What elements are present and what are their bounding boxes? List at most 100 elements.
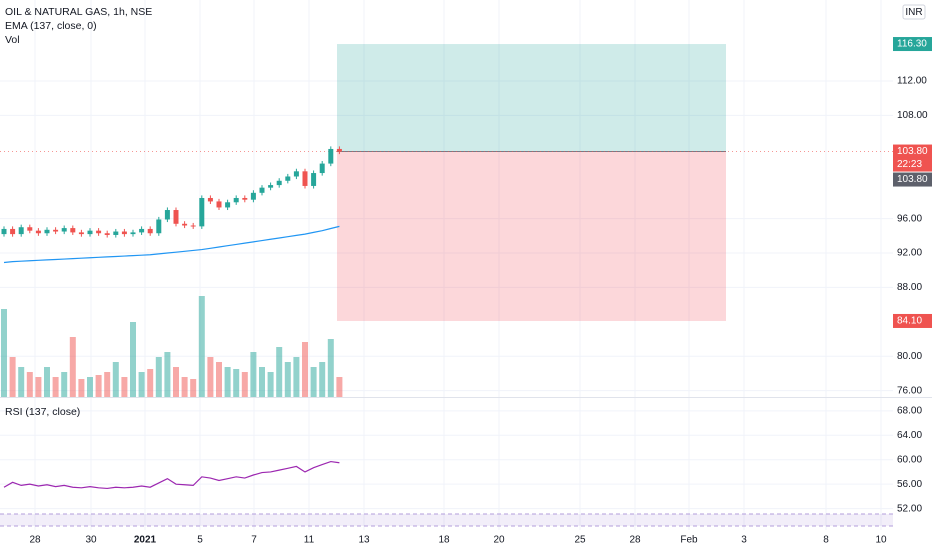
currency-label[interactable]: INR: [905, 7, 922, 18]
x-tick-label: 11: [304, 535, 315, 546]
target-label: 116.30: [897, 39, 927, 50]
candle-body: [276, 180, 282, 186]
stop-label: 84.10: [897, 316, 922, 327]
candle-body: [336, 148, 342, 152]
candle-body: [35, 230, 41, 234]
candle-body: [27, 227, 33, 231]
candle-body: [156, 219, 162, 234]
volume-bar: [310, 367, 317, 397]
y-tick-label: 112.00: [897, 76, 927, 87]
volume-bar: [181, 377, 188, 397]
rsi-tick-label: 52.00: [897, 503, 922, 514]
candle-body: [1, 228, 7, 235]
candle-body: [225, 202, 231, 208]
volume-bar: [95, 375, 102, 397]
candle-body: [53, 229, 59, 232]
candle-body: [268, 185, 274, 188]
candle-body: [207, 197, 213, 202]
x-tick-label: 3: [741, 535, 747, 546]
volume-bar: [224, 367, 231, 397]
volume-bar: [138, 372, 145, 397]
x-tick-label: 25: [574, 535, 586, 546]
candle-body: [10, 228, 16, 235]
candle-body: [61, 228, 67, 232]
volume-bar: [69, 337, 76, 397]
x-tick-label: 10: [875, 535, 887, 546]
symbol-title: OIL & NATURAL GAS, 1h, NSE: [5, 6, 152, 18]
rsi-legend: RSI (137, close): [5, 406, 80, 418]
target-label-box: [893, 37, 932, 52]
y-tick-label: 108.00: [897, 110, 928, 121]
volume-bar: [173, 367, 179, 397]
x-tick-label: 2021: [134, 535, 157, 546]
volume-bar: [147, 369, 154, 397]
candle-body: [139, 228, 145, 233]
rsi-tick-label: 60.00: [897, 454, 922, 465]
candle-body: [319, 163, 325, 174]
volume-bar: [284, 362, 291, 397]
candle-body: [70, 228, 76, 233]
x-tick-label: 13: [358, 535, 370, 546]
volume-bar: [61, 372, 68, 397]
stop-label-box: [893, 313, 932, 328]
vol-legend: Vol: [5, 34, 20, 46]
candle-body: [113, 231, 119, 235]
entry-label-box: [893, 144, 932, 159]
candle-body: [87, 230, 93, 235]
volume-bar: [267, 372, 274, 397]
volume-bar: [121, 377, 128, 397]
candle-body: [293, 171, 299, 177]
volume-bar: [250, 352, 257, 397]
x-tick-label: Feb: [680, 535, 698, 546]
x-tick-label: 28: [29, 535, 41, 546]
volume-bar: [155, 357, 162, 397]
candle-body: [44, 229, 50, 234]
candle-body: [216, 201, 222, 208]
candle-body: [18, 227, 24, 235]
volume-bar: [164, 352, 171, 397]
candle-body: [164, 210, 170, 220]
volume-bar: [190, 379, 197, 397]
x-tick-label: 28: [629, 535, 641, 546]
volume-bar: [26, 372, 33, 397]
volume-bar: [233, 369, 240, 397]
target-zone: [337, 44, 726, 152]
currency-button[interactable]: INR: [902, 4, 926, 20]
volume-bar: [52, 377, 59, 397]
x-tick-label: 8: [823, 535, 829, 546]
countdown-label: 22:23: [897, 159, 922, 170]
currency-box[interactable]: [902, 4, 926, 20]
y-tick-label: 76.00: [897, 385, 922, 396]
candle-body: [311, 173, 317, 186]
candle-body: [302, 171, 308, 186]
x-tick-label: 7: [251, 535, 257, 546]
volume-bar: [18, 367, 25, 397]
candle-body: [328, 148, 334, 164]
volume-bar: [44, 367, 50, 397]
candle-body: [233, 197, 239, 203]
x-tick-label: 30: [85, 535, 97, 546]
candle-body: [130, 232, 136, 235]
x-tick-label: 5: [197, 535, 203, 546]
y-tick-label: 96.00: [897, 213, 922, 224]
candle-body: [78, 232, 84, 235]
x-tick-label: 20: [493, 535, 505, 546]
volume-bar: [276, 347, 283, 397]
volume-bar: [112, 362, 119, 397]
last-price-label: 103.80: [897, 174, 928, 185]
rsi-tick-label: 56.00: [897, 479, 922, 490]
volume-bar: [9, 357, 16, 397]
volume-bar: [302, 342, 308, 397]
stop-zone: [337, 151, 726, 321]
volume-bar: [241, 372, 248, 397]
y-tick-label: 88.00: [897, 282, 922, 293]
volume-bar: [216, 362, 222, 397]
candle-body: [173, 210, 179, 224]
candle-body: [199, 197, 205, 227]
candle-body: [190, 225, 196, 227]
volume-bar: [293, 357, 300, 397]
volume-bar: [104, 372, 111, 397]
candle-body: [121, 231, 127, 235]
